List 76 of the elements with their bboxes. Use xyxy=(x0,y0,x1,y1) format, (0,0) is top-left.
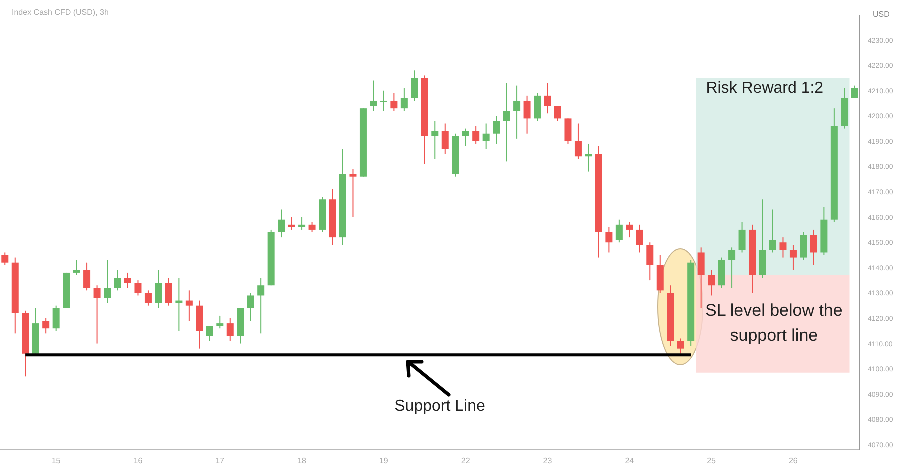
candlestick xyxy=(73,260,80,276)
candlestick xyxy=(288,216,296,230)
x-tick-label: 19 xyxy=(379,456,389,466)
candlestick xyxy=(698,247,705,309)
candlestick xyxy=(544,82,552,114)
candlestick xyxy=(564,118,572,144)
candlestick xyxy=(780,237,787,258)
candlestick xyxy=(134,280,142,296)
candlestick xyxy=(800,232,808,261)
candlestick xyxy=(176,278,183,332)
candlestick xyxy=(790,244,797,271)
candlestick xyxy=(524,95,531,134)
x-tick-label: 16 xyxy=(134,456,144,466)
candlestick xyxy=(247,292,254,322)
candlestick xyxy=(585,143,592,172)
x-tick-label: 25 xyxy=(707,456,717,466)
candlestick xyxy=(216,315,224,330)
candlestick xyxy=(84,262,91,292)
candlestick xyxy=(616,219,623,244)
candlestick xyxy=(810,229,818,266)
candlestick xyxy=(144,290,152,306)
annotation: Support Line xyxy=(394,398,486,416)
candlestick xyxy=(308,222,316,233)
candlestick xyxy=(206,326,214,342)
candlestick xyxy=(380,90,388,112)
candlestick xyxy=(606,226,613,254)
chart-title: Index Cash CFD (USD), 3h xyxy=(12,8,109,17)
candlestick xyxy=(411,70,418,102)
candlestick xyxy=(258,278,265,334)
candlestick xyxy=(636,224,644,254)
candlestick xyxy=(165,278,172,306)
band-label: SL level below the support line xyxy=(704,300,844,348)
candlestick xyxy=(851,85,858,99)
candlestick xyxy=(94,285,101,344)
candlestick xyxy=(124,272,132,289)
candlestick xyxy=(226,318,234,342)
candlestick xyxy=(554,106,562,122)
candlestick xyxy=(472,126,480,144)
x-tick-label: 22 xyxy=(461,456,471,466)
candlestick xyxy=(574,123,582,160)
candlestick xyxy=(52,305,60,332)
x-tick-label: 26 xyxy=(789,456,798,466)
y-axis-title: USD xyxy=(873,10,890,19)
candlestick xyxy=(646,242,654,282)
candlestick xyxy=(738,222,746,254)
candlestick xyxy=(298,216,306,230)
candlestick xyxy=(390,92,398,112)
candlestick xyxy=(482,123,490,150)
candlestick xyxy=(186,290,193,322)
candlestick xyxy=(728,247,736,289)
candlestick xyxy=(503,82,510,162)
x-tick-label: 18 xyxy=(298,456,308,466)
candlestick xyxy=(278,209,286,238)
candlestick xyxy=(114,270,122,292)
candlestick xyxy=(708,270,716,296)
candlestick xyxy=(370,80,378,112)
x-tick-label: 24 xyxy=(625,456,635,466)
candlestick xyxy=(462,128,470,148)
candlestick xyxy=(42,318,50,334)
candlestick xyxy=(155,270,162,309)
candlestick xyxy=(514,85,521,140)
candlestick xyxy=(432,120,439,160)
x-tick-label: 23 xyxy=(543,456,553,466)
band-label: Risk Reward 1:2 xyxy=(706,80,824,98)
candlestick xyxy=(626,222,634,238)
candlestick xyxy=(104,260,112,304)
x-tick-label: 15 xyxy=(52,456,62,466)
candlestick xyxy=(400,88,408,112)
candlestick xyxy=(769,209,776,254)
candlestick xyxy=(2,252,9,266)
candlestick xyxy=(534,92,542,122)
candlestick xyxy=(493,116,500,144)
candlestick xyxy=(442,123,449,155)
x-tick-label: 17 xyxy=(216,456,226,466)
candlestick xyxy=(350,168,357,218)
candlestick xyxy=(677,338,684,354)
